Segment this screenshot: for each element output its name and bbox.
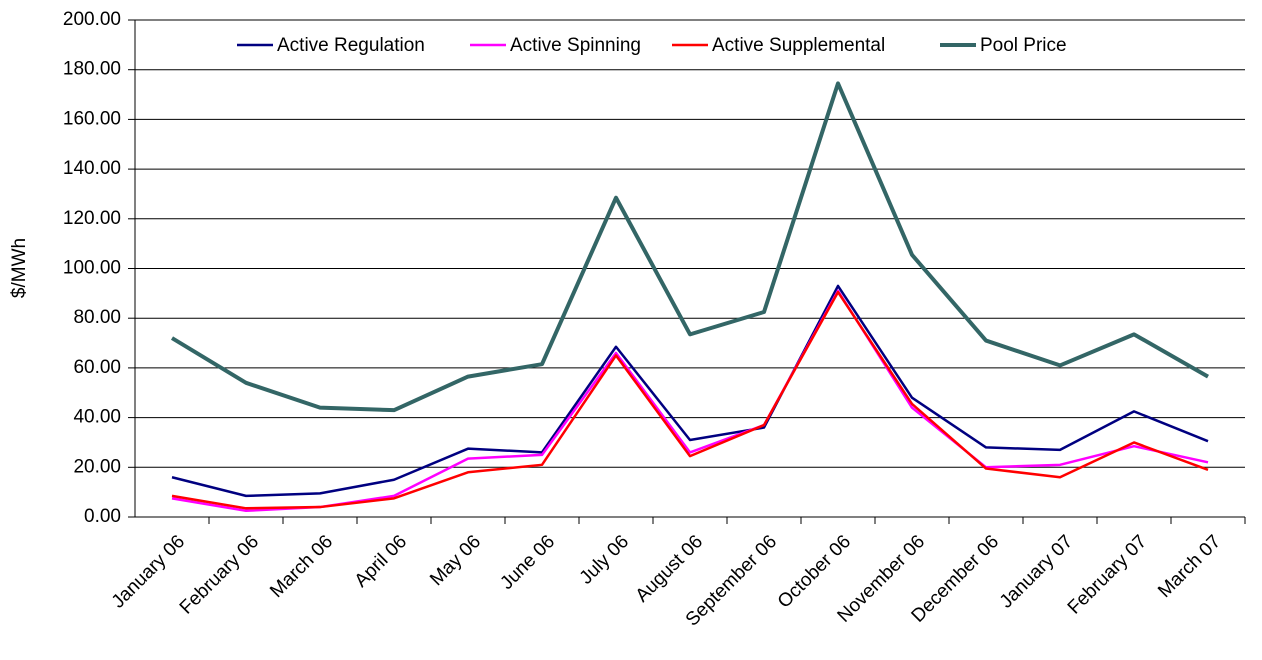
x-tick-label: March 07 (1154, 531, 1225, 602)
legend-label: Pool Price (980, 35, 1067, 56)
y-tick-label: 20.00 (73, 456, 121, 477)
y-tick-label: 120.00 (63, 208, 121, 229)
y-tick-label: 180.00 (63, 59, 121, 80)
line-series (171, 290, 1209, 510)
y-tick-label: 140.00 (63, 158, 121, 179)
x-tick-label: January 07 (996, 531, 1077, 612)
y-axis-label: $/MWh (9, 238, 30, 298)
y-tick-label: 60.00 (73, 357, 121, 378)
line-series (170, 81, 1209, 413)
x-tick-label: March 06 (266, 531, 337, 602)
line-series (171, 284, 1209, 498)
y-tick-label: 160.00 (63, 108, 121, 129)
legend-label: Active Supplemental (712, 35, 885, 56)
x-tick-label: July 06 (576, 531, 633, 588)
legend-label: Active Spinning (510, 35, 641, 56)
legend-label: Active Regulation (277, 35, 425, 56)
y-tick-label: 80.00 (73, 307, 121, 328)
x-tick-label: January 06 (108, 531, 189, 612)
x-tick-label: August 06 (632, 531, 707, 606)
y-tick-label: 200.00 (63, 9, 121, 30)
x-tick-label: May 06 (426, 531, 485, 590)
y-tick-label: 40.00 (73, 407, 121, 428)
x-tick-label: April 06 (351, 531, 411, 591)
y-tick-label: 100.00 (63, 258, 121, 279)
y-tick-label: 0.00 (84, 506, 121, 527)
x-tick-label: February 07 (1064, 531, 1151, 618)
x-tick-label: February 06 (176, 531, 263, 618)
line-series (171, 289, 1209, 513)
x-tick-label: June 06 (496, 531, 559, 594)
x-tick-label: October 06 (774, 531, 855, 612)
